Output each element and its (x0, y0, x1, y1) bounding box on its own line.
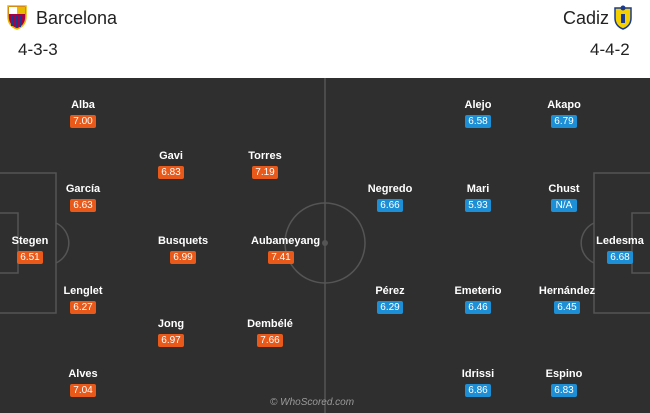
home-formation: 4-3-3 (18, 40, 58, 59)
player-rating: 6.66 (377, 199, 403, 212)
pitch-lines (0, 78, 650, 413)
player-name: Pérez (375, 285, 405, 297)
cadiz-crest-icon (614, 5, 632, 30)
player-name: Alejo (464, 99, 492, 111)
player-name: Chust (548, 183, 580, 195)
player-card[interactable]: Negredo 6.66 (360, 183, 420, 213)
player-rating: 7.66 (257, 334, 283, 347)
player-name: Negredo (367, 183, 413, 195)
player-name: Emeterio (454, 285, 502, 297)
player-card[interactable]: Chust N/A (534, 183, 594, 213)
player-card[interactable]: Emeterio 6.46 (448, 285, 508, 315)
pitch: Alba 7.00 Gavi 6.83 Torres 7.19 García 6… (0, 78, 650, 413)
player-name: Hernández (538, 285, 596, 297)
player-card[interactable]: Espino 6.83 (534, 368, 594, 398)
home-team-name[interactable]: Barcelona (36, 8, 118, 28)
player-card[interactable]: Dembélé 7.66 (240, 318, 300, 348)
player-card[interactable]: Alejo 6.58 (448, 99, 508, 129)
player-rating: 6.97 (158, 334, 184, 347)
barcelona-crest-icon (7, 5, 27, 30)
player-name: Alves (68, 368, 98, 380)
player-card[interactable]: Pérez 6.29 (360, 285, 420, 315)
player-name: Torres (248, 150, 282, 162)
player-rating: 6.68 (607, 251, 633, 264)
player-rating: 7.00 (70, 115, 96, 128)
player-name: Jong (157, 318, 185, 330)
player-rating: 6.27 (70, 301, 96, 314)
player-name: Gavi (159, 150, 183, 162)
player-rating: 6.46 (465, 301, 491, 314)
player-name: Idrissi (461, 368, 495, 380)
player-card[interactable]: Alba 7.00 (53, 99, 113, 129)
player-name: Akapo (547, 99, 581, 111)
player-rating: 7.04 (70, 384, 96, 397)
player-rating: 6.63 (70, 199, 96, 212)
player-rating: 6.58 (465, 115, 491, 128)
player-card[interactable]: Mari 5.93 (448, 183, 508, 213)
away-team-name[interactable]: Cadiz (563, 8, 610, 28)
player-name: Stegen (11, 235, 49, 247)
player-card[interactable]: Gavi 6.83 (141, 150, 201, 180)
player-rating: 6.51 (17, 251, 43, 264)
player-card[interactable]: Hernández 6.45 (537, 285, 597, 315)
player-card[interactable]: Alves 7.04 (53, 368, 113, 398)
player-card[interactable]: Ledesma 6.68 (590, 235, 650, 265)
player-name: Busquets (157, 235, 209, 247)
player-card[interactable]: Lenglet 6.27 (53, 285, 113, 315)
watermark: © WhoScored.com (270, 397, 355, 408)
player-card[interactable]: García 6.63 (53, 183, 113, 213)
player-card[interactable]: Jong 6.97 (141, 318, 201, 348)
player-rating: 6.29 (377, 301, 403, 314)
player-name: Espino (545, 368, 583, 380)
player-rating: 6.45 (554, 301, 580, 314)
player-card[interactable]: Akapo 6.79 (534, 99, 594, 129)
player-rating: 6.86 (465, 384, 491, 397)
player-name: Alba (71, 99, 95, 111)
away-formation: 4-4-2 (590, 40, 630, 59)
player-rating: 6.83 (158, 166, 184, 179)
player-name: Dembélé (247, 318, 293, 330)
player-rating: 6.79 (551, 115, 577, 128)
player-rating: 7.41 (268, 251, 294, 264)
player-rating: 6.99 (170, 251, 196, 264)
match-header: Barcelona 4-3-3 Cadiz 4-4-2 (0, 0, 650, 78)
player-name: Ledesma (596, 235, 644, 247)
player-rating: N/A (551, 199, 577, 212)
player-name: Aubameyang (251, 235, 321, 247)
player-rating: 6.83 (551, 384, 577, 397)
player-rating: 7.19 (252, 166, 278, 179)
player-name: Lenglet (63, 285, 103, 297)
player-card[interactable]: Idrissi 6.86 (448, 368, 508, 398)
player-card[interactable]: Torres 7.19 (235, 150, 295, 180)
player-name: García (65, 183, 101, 195)
player-name: Mari (466, 183, 490, 195)
player-card[interactable]: Busquets 6.99 (153, 235, 213, 265)
player-card[interactable]: Stegen 6.51 (0, 235, 60, 265)
player-card[interactable]: Aubameyang 7.41 (251, 235, 321, 265)
player-rating: 5.93 (465, 199, 491, 212)
